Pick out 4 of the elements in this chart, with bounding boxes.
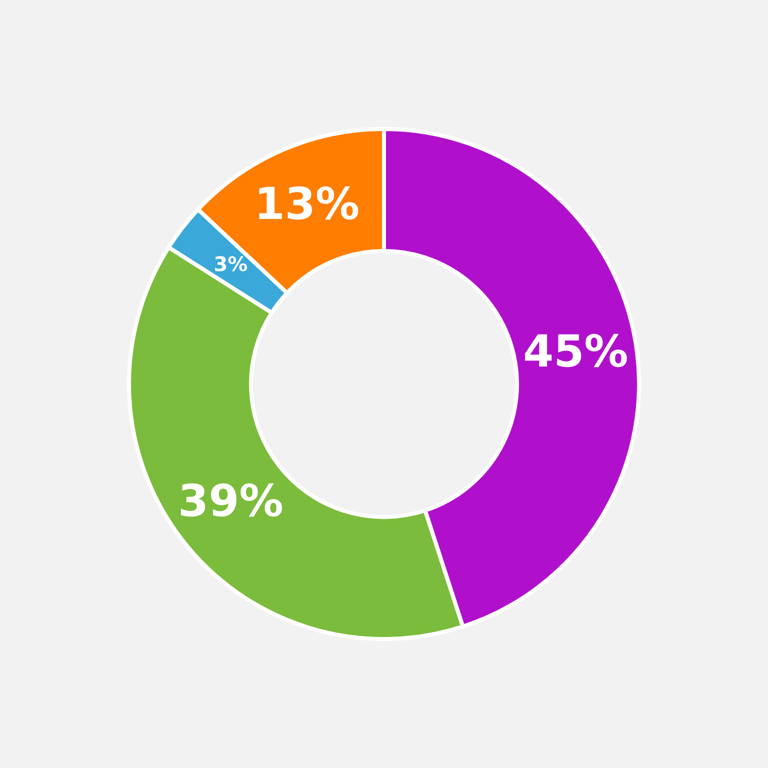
data-label: 3%: [214, 252, 248, 276]
data-label: 13%: [254, 178, 360, 230]
data-label: 45%: [522, 326, 628, 378]
data-label: 39%: [178, 476, 284, 527]
